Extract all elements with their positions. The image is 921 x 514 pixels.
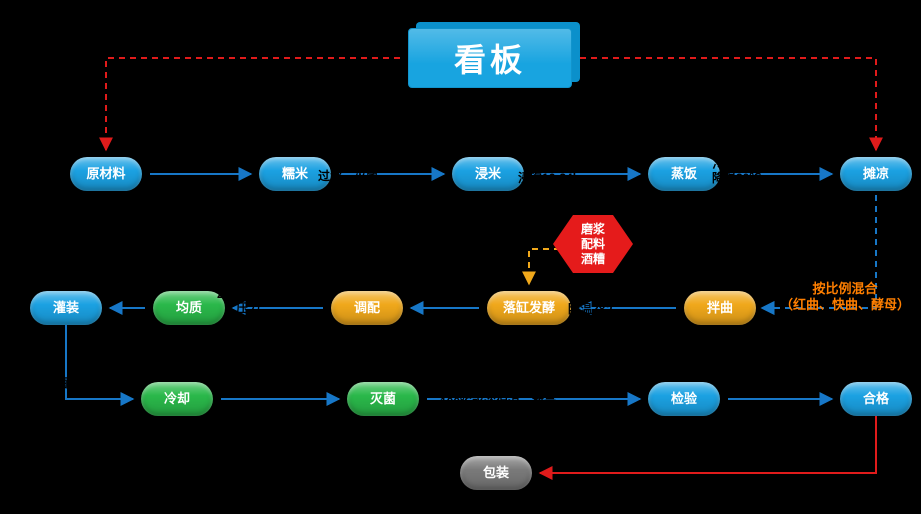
title-card: 看板 xyxy=(408,28,572,88)
node-n9: 均质 xyxy=(153,291,225,325)
node-label: 冷却 xyxy=(164,392,190,406)
node-label: 均质 xyxy=(176,301,202,315)
node-label: 灭菌 xyxy=(370,392,396,406)
arrow-a10 xyxy=(66,325,133,399)
node-n15: 包装 xyxy=(460,456,532,490)
node-label: 调配 xyxy=(354,301,380,315)
flowchart-stage: 看板 原材料糯米浸米蒸饭摊凉拌曲落缸发酵调配均质灌装冷却灭菌检验合格包装磨浆 配… xyxy=(0,0,921,514)
node-label: 糯米 xyxy=(282,167,308,181)
edge-label-el9: 严格灭菌 xyxy=(20,374,68,391)
node-n12: 灭菌 xyxy=(347,382,419,416)
node-label: 包装 xyxy=(483,466,509,480)
node-n8: 调配 xyxy=(331,291,403,325)
edge-label-el8: 100℃水浴保温、数量 xyxy=(440,393,556,410)
node-label: 灌装 xyxy=(53,301,79,315)
edge-label-el5: 冷开沸水 降温30℃ xyxy=(712,158,761,186)
node-n11: 冷却 xyxy=(141,382,213,416)
node-label: 落缸发酵 xyxy=(503,301,555,315)
arrow-a17 xyxy=(529,249,560,284)
node-n4: 蒸饭 xyxy=(648,157,720,191)
node-n13: 检验 xyxy=(648,382,720,416)
node-label: 检验 xyxy=(671,392,697,406)
edge-label-el7: 20～25Mpa 压力 xyxy=(217,288,280,316)
node-n14: 合格 xyxy=(840,382,912,416)
edge-label-el4: 加水 浸泡16-24h xyxy=(518,158,580,186)
arrow-a14 xyxy=(540,416,876,473)
node-label: 摊凉 xyxy=(863,167,889,181)
node-n7: 落缸发酵 xyxy=(487,291,571,325)
node-label: 合格 xyxy=(863,392,889,406)
edge-label-el3: 过滤、灭菌 xyxy=(318,167,378,184)
title-label: 看板 xyxy=(408,28,572,88)
arrow-a16 xyxy=(580,58,876,150)
node-label: 拌曲 xyxy=(707,301,733,315)
node-n6: 拌曲 xyxy=(684,291,756,325)
node-n5: 摊凉 xyxy=(840,157,912,191)
edge-label-el2: 投放的糟、水、添加剂、灌装瓶数 xyxy=(618,76,798,93)
node-n10: 灌装 xyxy=(30,291,102,325)
node-label: 浸米 xyxy=(475,167,501,181)
edge-label-el1: 投放糯米量、蒸汽、水 xyxy=(170,76,290,93)
node-label: 原材料 xyxy=(86,167,125,181)
node-n3: 浸米 xyxy=(452,157,524,191)
node-n1: 原材料 xyxy=(70,157,142,191)
mix-caption: 按比例混合 （红曲、快曲、酵母） xyxy=(770,281,920,312)
edge-label-el6: 降温28℃ xyxy=(568,300,617,317)
node-label: 蒸饭 xyxy=(671,167,697,181)
arrow-a15 xyxy=(106,58,400,150)
